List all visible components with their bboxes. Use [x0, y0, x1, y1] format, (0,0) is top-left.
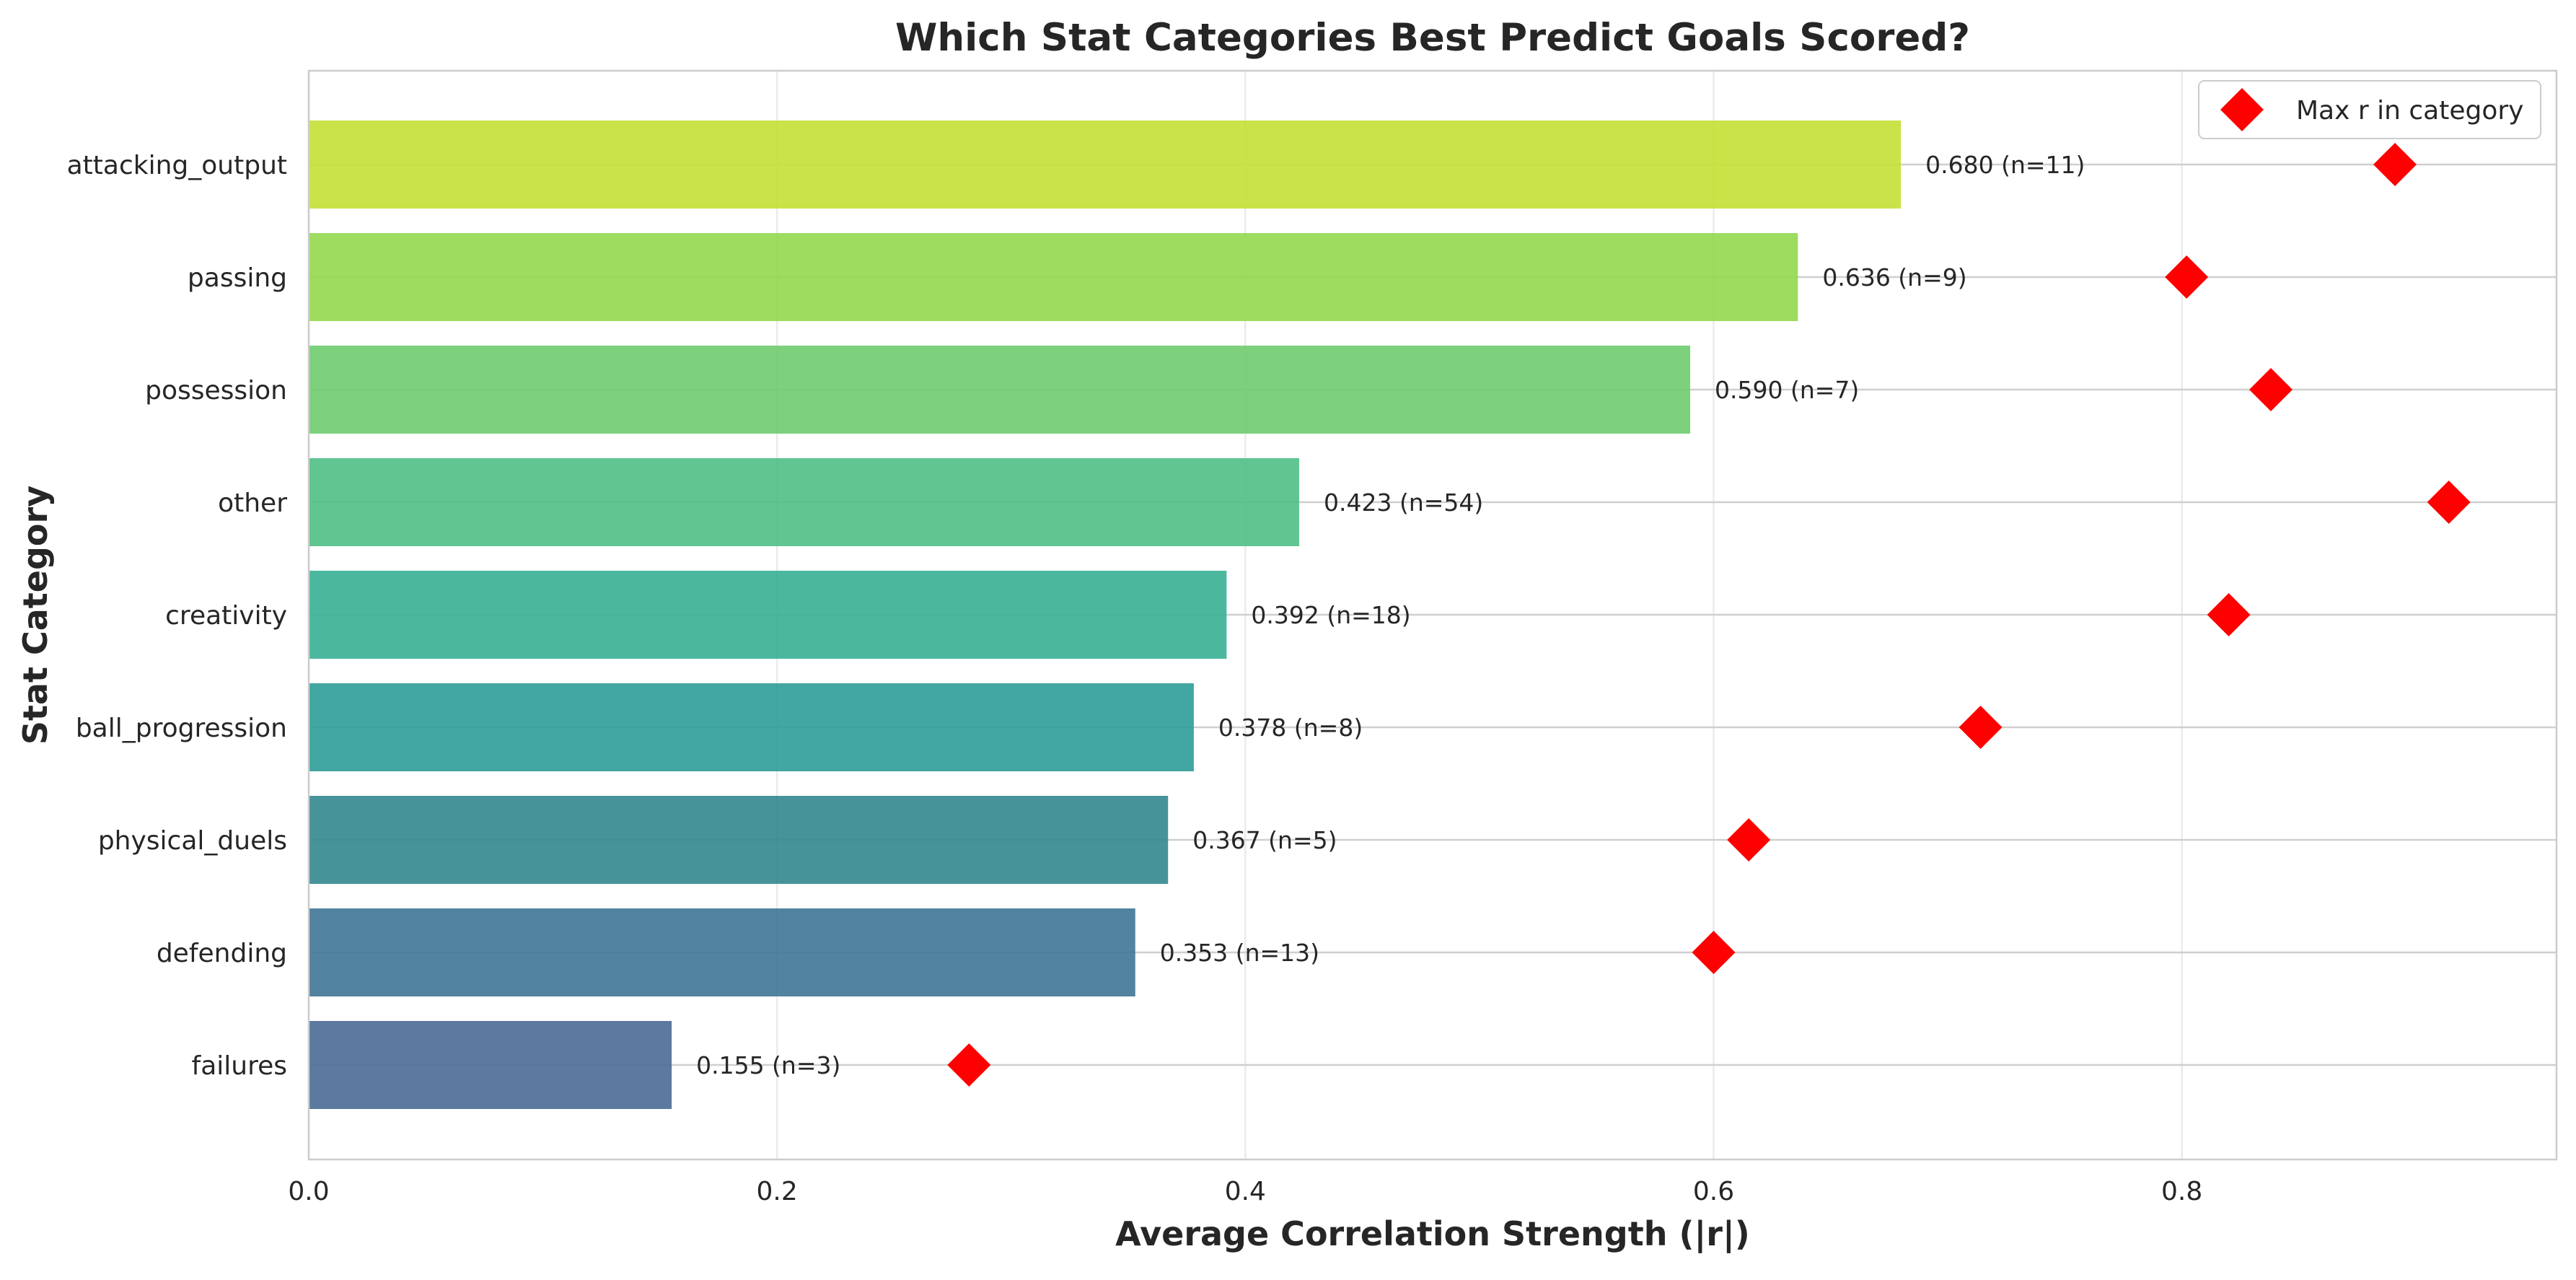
bar-physical_duels [309, 796, 1169, 884]
bar-other [309, 458, 1299, 546]
bar-value-label: 0.367 (n=5) [1192, 826, 1337, 854]
x-tick-label: 0.2 [757, 1177, 798, 1206]
x-tick-label: 0.8 [2161, 1177, 2202, 1206]
y-tick-label: other [218, 488, 287, 518]
y-tick-label: defending [157, 939, 287, 968]
bar-value-label: 0.680 (n=11) [1925, 151, 2085, 179]
bar-creativity [309, 571, 1227, 659]
max-r-marker-attacking_output [2373, 143, 2417, 186]
bar-ball_progression [309, 683, 1194, 771]
bar-possession [309, 346, 1691, 434]
legend: Max r in category [2198, 80, 2541, 139]
bar-value-label: 0.423 (n=54) [1324, 488, 1483, 517]
legend-diamond-marker [2220, 88, 2264, 131]
bar-value-label: 0.636 (n=9) [1822, 263, 1966, 291]
bar-attacking_output [309, 120, 1902, 209]
x-axis-label: Average Correlation Strength (|r|) [1115, 1214, 1750, 1254]
bar-passing [309, 233, 1798, 321]
plot-frame [307, 69, 2558, 1161]
markers-layer [947, 143, 2471, 1087]
x-tick-label: 0.4 [1225, 1177, 1266, 1206]
max-r-marker-ball_progression [1959, 706, 2003, 749]
bar-value-label: 0.392 (n=18) [1251, 601, 1410, 629]
max-r-marker-possession [2249, 368, 2293, 411]
y-axis-label: Stat Category [16, 486, 55, 745]
x-tick-label: 0.0 [288, 1177, 329, 1206]
bar-value-label: 0.378 (n=8) [1218, 714, 1363, 742]
bar-value-label: 0.590 (n=7) [1715, 376, 1859, 404]
y-tick-label: failures [192, 1051, 287, 1081]
y-tick-label: ball_progression [76, 714, 287, 743]
bar-failures [309, 1021, 672, 1109]
y-tick-label: attacking_output [67, 151, 287, 180]
y-tick-label: passing [188, 263, 287, 293]
max-r-marker-creativity [2207, 593, 2251, 636]
max-r-marker-defending [1692, 931, 1736, 974]
max-r-marker-physical_duels [1727, 818, 1771, 862]
y-tick-label: possession [145, 376, 287, 406]
x-tick-label: 0.6 [1693, 1177, 1734, 1206]
max-r-marker-passing [2165, 255, 2209, 299]
legend-box [2198, 80, 2541, 139]
y-tick-label: physical_duels [98, 826, 287, 856]
max-r-marker-failures [947, 1043, 991, 1087]
bars-layer: 0.680 (n=11) 0.636 (n=9) 0.590 (n=7) 0.423 … [309, 120, 2085, 1109]
bar-value-label: 0.155 (n=3) [696, 1051, 840, 1079]
chart-title: Which Stat Categories Best Predict Goals… [895, 16, 1970, 60]
y-tick-label: creativity [165, 601, 287, 631]
max-r-marker-other [2427, 481, 2471, 524]
legend-label: Max r in category [2296, 96, 2523, 126]
bar-defending [309, 908, 1135, 996]
bar-value-label: 0.353 (n=13) [1160, 939, 1319, 967]
